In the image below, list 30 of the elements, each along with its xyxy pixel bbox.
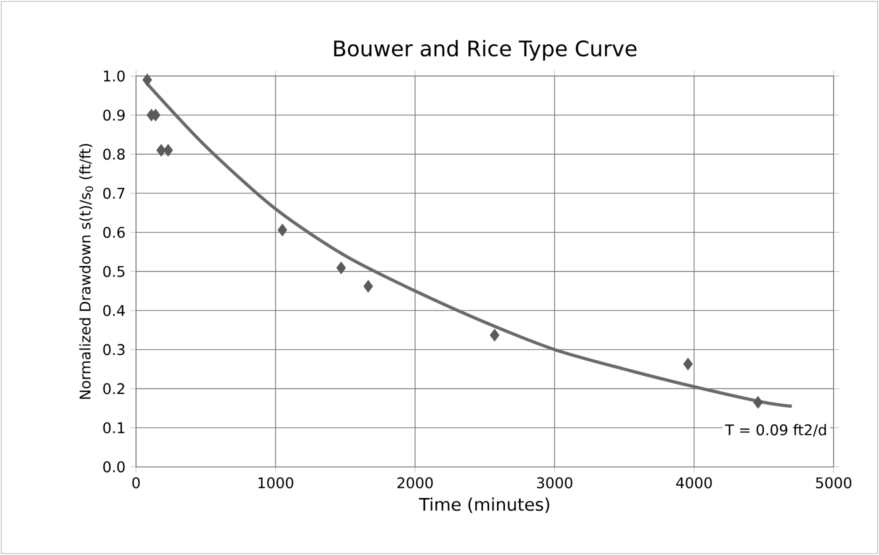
y-tick-label: 1.0: [104, 70, 125, 82]
point: [163, 144, 173, 157]
y-tick-label: 0.9: [103, 110, 125, 121]
point: [142, 74, 152, 86]
point: [753, 396, 763, 409]
y-tick-label: 0.3: [103, 344, 124, 356]
annotation: T = 0.09 ft2/d: [725, 424, 826, 437]
point: [363, 280, 373, 293]
y-tick-label: 0.2: [103, 383, 124, 394]
point: [683, 358, 693, 370]
y-tick-label: 0.8: [103, 148, 125, 160]
y-tick-label: 0.0: [103, 461, 125, 472]
chart-title: Bouwer and Rice Type Curve: [334, 40, 636, 61]
x-tick-label: 1000: [258, 477, 294, 488]
x-tick-label: 2000: [397, 477, 433, 488]
y-tick-label: 0.6: [103, 226, 125, 238]
y-tick-label: 0.5: [103, 266, 124, 278]
point: [336, 262, 346, 274]
x-tick-label: 3000: [537, 477, 572, 488]
y-tick-label: 0.1: [103, 422, 124, 434]
point: [156, 144, 166, 157]
x-axis-title: Time (minutes): [418, 498, 550, 514]
x-tick-label: 5000: [816, 477, 852, 488]
point: [490, 328, 500, 342]
y-tick-label: 0.4: [103, 305, 125, 316]
x-tick-label: 4000: [676, 477, 712, 488]
y-axis-title: Normalized Drawdown s(t)/s$_{0}$ (ft/ft): [79, 144, 94, 399]
point: [278, 224, 288, 236]
x-tick-label: 0: [132, 477, 140, 488]
y-tick-label: 0.7: [103, 188, 124, 199]
